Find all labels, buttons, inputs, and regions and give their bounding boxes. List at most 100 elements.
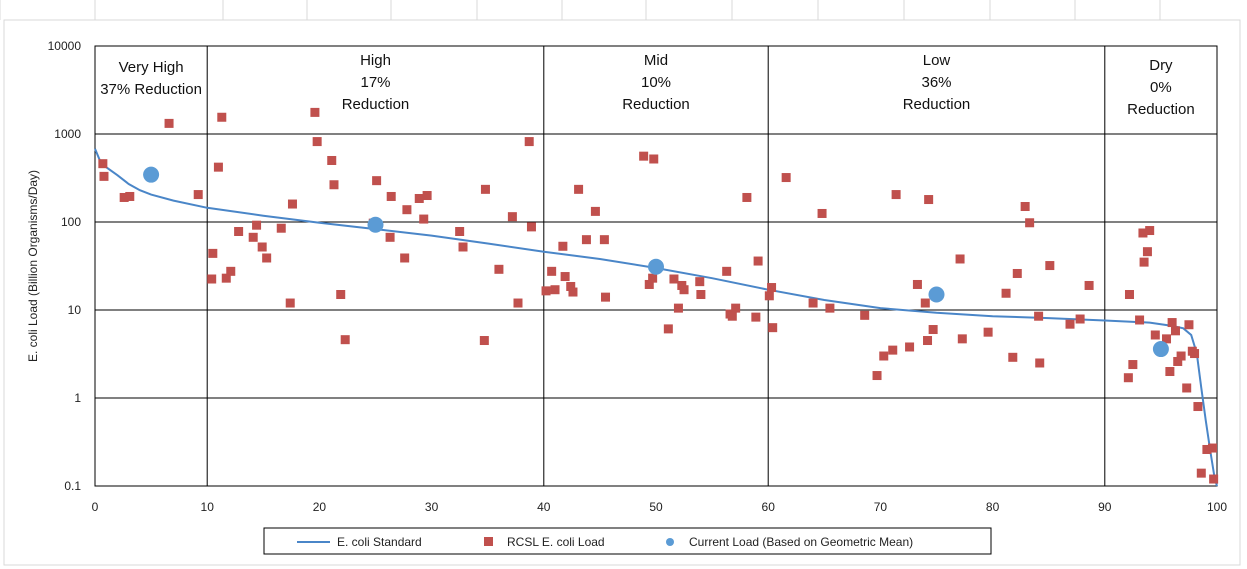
legend-box xyxy=(263,527,992,555)
load-point-marker xyxy=(566,281,576,291)
load-point-marker xyxy=(458,242,468,252)
zone-label: 0% xyxy=(1150,79,1172,96)
load-point-marker xyxy=(524,137,534,147)
x-tick-label: 80 xyxy=(986,500,1000,514)
load-point-marker xyxy=(928,325,938,335)
axes: 0.1 1 10 100 1000 10000 0 10 20 30 40 50 60 70 80 90 100… xyxy=(26,39,1227,514)
load-point-marker xyxy=(923,336,933,346)
load-point-marker xyxy=(1193,402,1203,412)
load-point-marker xyxy=(494,264,504,274)
load-point-marker xyxy=(479,336,489,346)
load-point-marker xyxy=(1142,247,1152,257)
load-point-marker xyxy=(888,345,898,355)
load-point-marker xyxy=(1045,261,1055,271)
load-point-marker xyxy=(1035,358,1045,368)
load-point-marker xyxy=(599,235,609,245)
load-point-marker xyxy=(560,272,570,282)
load-point-marker xyxy=(217,112,227,122)
load-point-marker xyxy=(860,310,870,320)
load-point-marker xyxy=(648,273,658,283)
load-point-marker xyxy=(252,220,262,230)
load-point-marker xyxy=(696,290,706,300)
load-point-marker xyxy=(526,222,536,232)
load-point-marker xyxy=(781,173,791,183)
current-load-marker xyxy=(928,286,945,303)
x-tick-label: 30 xyxy=(425,500,439,514)
current-load-marker xyxy=(1152,341,1169,358)
load-point-marker xyxy=(872,371,882,381)
load-point-marker xyxy=(764,291,774,301)
legend-label: Current Load (Based on Geometric Mean) xyxy=(689,535,913,549)
load-point-marker xyxy=(808,298,818,308)
zone-label: Reduction xyxy=(1127,101,1195,118)
load-point-marker xyxy=(558,241,568,251)
load-point-marker xyxy=(1196,468,1206,478)
load-point-marker xyxy=(336,290,346,300)
load-point-marker xyxy=(817,208,827,218)
load-point-marker xyxy=(541,286,551,296)
zone-label: 17% xyxy=(360,74,390,91)
load-point-marker xyxy=(385,232,395,242)
current-load-marker xyxy=(367,216,384,233)
load-point-marker xyxy=(262,253,272,263)
legend-square-swatch xyxy=(484,537,493,546)
y-tick-label: 0.1 xyxy=(64,479,81,493)
load-point-marker xyxy=(767,283,777,293)
load-point-marker xyxy=(480,184,490,194)
gridlines xyxy=(94,45,1218,487)
load-point-marker xyxy=(1135,315,1145,325)
y-tick-label: 10000 xyxy=(48,39,82,53)
load-point-marker xyxy=(574,184,584,194)
load-point-marker xyxy=(649,154,659,164)
load-point-marker xyxy=(1162,334,1172,344)
y-tick-label: 10 xyxy=(68,303,82,317)
legend-label: RCSL E. coli Load xyxy=(507,535,605,549)
load-point-marker xyxy=(340,335,350,345)
load-point-marker xyxy=(751,312,761,322)
load-point-marker xyxy=(1138,228,1148,238)
load-point-marker xyxy=(1065,319,1075,329)
load-point-marker xyxy=(955,254,965,264)
load-point-marker xyxy=(1008,352,1018,362)
load-point-marker xyxy=(1001,288,1011,298)
load-point-marker xyxy=(722,266,732,276)
load-point-marker xyxy=(1176,351,1186,361)
load-point-marker xyxy=(207,274,217,284)
load-point-marker xyxy=(1025,218,1035,228)
load-point-marker xyxy=(372,176,382,186)
load-point-marker xyxy=(327,155,337,165)
load-point-marker xyxy=(402,205,412,215)
load-point-marker xyxy=(742,192,752,202)
load-point-marker xyxy=(414,193,424,203)
load-point-marker xyxy=(422,191,432,201)
load-point-marker xyxy=(257,242,267,252)
load-point-marker xyxy=(221,273,231,283)
load-point-marker xyxy=(287,199,297,209)
load-point-marker xyxy=(1209,474,1219,484)
plot-area-border xyxy=(94,45,1218,487)
load-point-marker xyxy=(1128,360,1138,370)
load-point-marker xyxy=(547,266,557,276)
zone-label: Very High xyxy=(119,59,184,76)
load-point-marker xyxy=(98,159,108,169)
load-point-marker xyxy=(1145,226,1155,236)
data-series xyxy=(94,107,1219,487)
zone-label: Reduction xyxy=(342,96,410,113)
zone-label: 36% xyxy=(921,74,951,91)
x-tick-label: 100 xyxy=(1207,500,1227,514)
zone-label: Mid xyxy=(644,52,668,69)
load-point-marker xyxy=(400,253,410,263)
load-point-marker xyxy=(1034,311,1044,321)
load-point-marker xyxy=(1165,367,1175,377)
load-point-marker xyxy=(905,342,915,352)
load-point-marker xyxy=(891,190,901,200)
load-point-marker xyxy=(924,195,934,205)
load-point-marker xyxy=(568,287,578,297)
load-point-marker xyxy=(119,192,129,202)
load-point-marker xyxy=(513,298,523,308)
load-point-marker xyxy=(285,298,295,308)
x-tick-label: 10 xyxy=(201,500,215,514)
legend-circle-swatch xyxy=(666,538,674,546)
spreadsheet-gridlines xyxy=(0,0,1161,20)
